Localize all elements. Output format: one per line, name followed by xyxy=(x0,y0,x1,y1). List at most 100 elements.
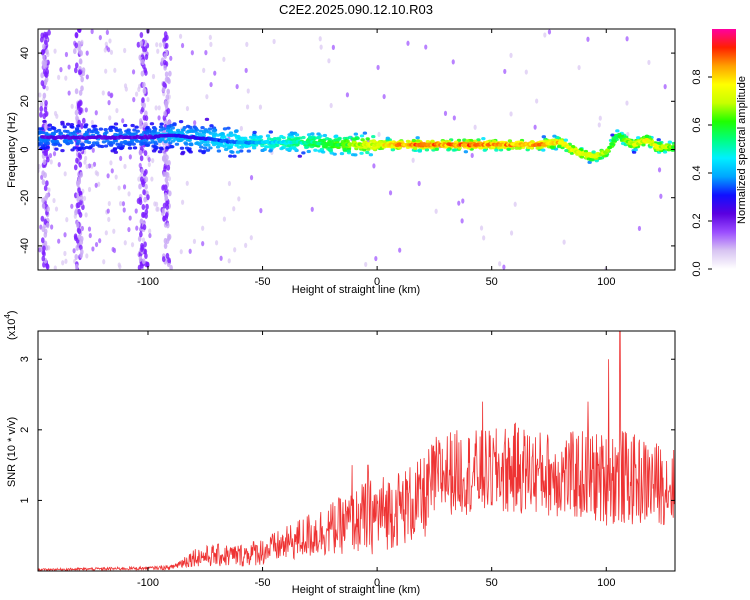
spectrogram-noise-blob xyxy=(94,241,99,248)
spectrogram-noise-blob xyxy=(42,43,46,50)
spectrogram-band-blob xyxy=(130,123,135,128)
spectrogram-noise-blob xyxy=(42,159,47,166)
spectrogram-noise-blob xyxy=(398,247,402,253)
spectrogram-noise-blob xyxy=(44,72,49,79)
spectrogram-band-blob xyxy=(211,129,216,133)
spectrogram-band-blob xyxy=(50,126,55,130)
spectrogram-noise-blob xyxy=(75,244,80,251)
spectrogram-noise-blob xyxy=(121,201,126,207)
spectrogram-band-blob xyxy=(360,138,365,142)
spectrogram-band-blob xyxy=(175,128,181,132)
spectrogram-band-blob xyxy=(38,143,41,147)
spectrogram-band-blob xyxy=(248,135,254,139)
spectrogram-band-blob xyxy=(215,133,221,137)
colorbar-tick-label: 0.4 xyxy=(691,165,703,180)
spectrogram-noise-blob xyxy=(163,242,168,249)
spectrogram-noise-blob xyxy=(147,161,151,168)
spectrogram-noise-blob xyxy=(319,44,323,50)
spectrogram-band-blob xyxy=(199,145,204,149)
spectrogram-noise-blob xyxy=(76,196,81,203)
spectrogram-band-blob xyxy=(590,158,595,162)
spectrogram-noise-blob xyxy=(146,194,150,201)
spectrogram-y-tick-label: 20 xyxy=(19,95,31,107)
spectrogram-noise-blob xyxy=(40,237,45,244)
spectrogram-noise-blob xyxy=(73,233,78,240)
spectrogram-band-blob xyxy=(87,146,93,150)
spectrogram-noise-blob xyxy=(135,225,139,231)
spectrogram-band-blob xyxy=(292,147,298,151)
spectrogram-noise-blob xyxy=(121,118,125,124)
spectrogram-noise-blob xyxy=(43,172,47,179)
spectrogram-noise-blob xyxy=(110,92,114,98)
spectrogram-noise-blob xyxy=(157,105,161,111)
spectrogram-band-blob xyxy=(279,134,284,139)
spectrogram-band-blob xyxy=(91,141,97,145)
spectrogram-y-ticks: -40 -20 0 20 40 xyxy=(19,47,675,254)
spectrogram-noise-blob xyxy=(509,230,514,236)
spectrogram-band-blob xyxy=(152,129,157,133)
spectrogram-noise-blob xyxy=(108,115,112,121)
spectrogram-noise-blob xyxy=(141,258,146,265)
spectrogram-noise-blob xyxy=(205,94,209,100)
spectrogram-noise-blob xyxy=(42,245,46,252)
spectrogram-noise-blob xyxy=(562,239,566,245)
spectrogram-noise-blob xyxy=(77,234,82,241)
spectrogram-band-blob xyxy=(169,130,174,134)
snr-y-axis-title: SNR (10 * v/v) xyxy=(6,417,18,487)
spectrogram-noise-blob xyxy=(104,68,108,74)
spectrogram-noise-blob xyxy=(245,104,250,110)
spectrogram-noise-blob xyxy=(57,161,61,168)
spectrogram-noise-blob xyxy=(79,50,83,57)
spectrogram-band-blob xyxy=(113,139,119,143)
spectrogram-band-blob xyxy=(263,145,269,149)
spectrogram-band-blob xyxy=(204,117,210,121)
spectrogram-band-blob xyxy=(159,122,164,126)
spectrogram-noise-blob xyxy=(424,44,428,50)
spectrogram-noise-blob xyxy=(63,232,67,238)
spectrogram-band-blob xyxy=(444,139,449,143)
spectrogram-noise-blob xyxy=(44,100,48,107)
spectrogram-band-blob xyxy=(140,141,146,146)
spectrogram-band-blob xyxy=(359,151,364,155)
spectrogram-noise-blob xyxy=(143,241,147,248)
spectrogram-noise-blob xyxy=(137,176,141,182)
spectrogram-band-blob xyxy=(166,126,171,130)
spectrogram-band-blob xyxy=(413,146,418,150)
spectrogram-y-axis-title: Frequency (Hz) xyxy=(6,112,18,188)
spectrogram-band-blob xyxy=(152,145,158,149)
spectrogram-band-blob xyxy=(306,149,311,154)
spectrogram-band-blob xyxy=(174,142,180,146)
spectrogram-noise-blob xyxy=(45,180,49,187)
spectrogram-band-blob xyxy=(127,143,132,147)
spectrogram-noise-blob xyxy=(158,42,163,48)
spectrogram-noise-blob xyxy=(79,239,84,246)
spectrogram-noise-blob xyxy=(136,41,141,48)
spectrogram-band-blob xyxy=(119,141,124,145)
spectrogram-band-blob xyxy=(158,128,164,132)
spectrogram-noise-blob xyxy=(163,151,167,158)
spectrogram-band-blob xyxy=(132,128,137,132)
spectrogram-band-blob xyxy=(415,136,420,140)
spectrogram-band-blob xyxy=(145,125,150,130)
spectrogram-noise-blob xyxy=(598,115,602,121)
spectrogram-noise-blob xyxy=(40,49,45,56)
spectrogram-noise-blob xyxy=(57,74,61,80)
spectrogram-band-blob xyxy=(107,141,112,146)
spectrogram-band-blob xyxy=(425,139,431,144)
spectrogram-band-blob xyxy=(215,145,221,149)
spectrogram-band-blob xyxy=(265,134,271,138)
spectrogram-band-blob xyxy=(662,150,668,154)
spectrogram-band-blob xyxy=(191,129,196,133)
spectrogram-noise-blob xyxy=(114,174,118,180)
spectrogram-noise-blob xyxy=(90,163,94,169)
spectrogram-band-blob xyxy=(262,147,267,152)
spectrogram-band-blob xyxy=(180,150,186,154)
spectrogram-band-blob xyxy=(147,130,152,134)
spectrogram-noise-blob xyxy=(43,185,48,192)
spectrogram-noise-blob xyxy=(166,88,171,95)
spectrogram-noise-blob xyxy=(331,44,335,50)
spectrogram-noise-blob xyxy=(43,106,48,113)
spectrogram-noise-blob xyxy=(117,185,121,191)
spectrogram-band-blob xyxy=(594,159,599,163)
spectrogram-noise-blob xyxy=(130,242,135,248)
